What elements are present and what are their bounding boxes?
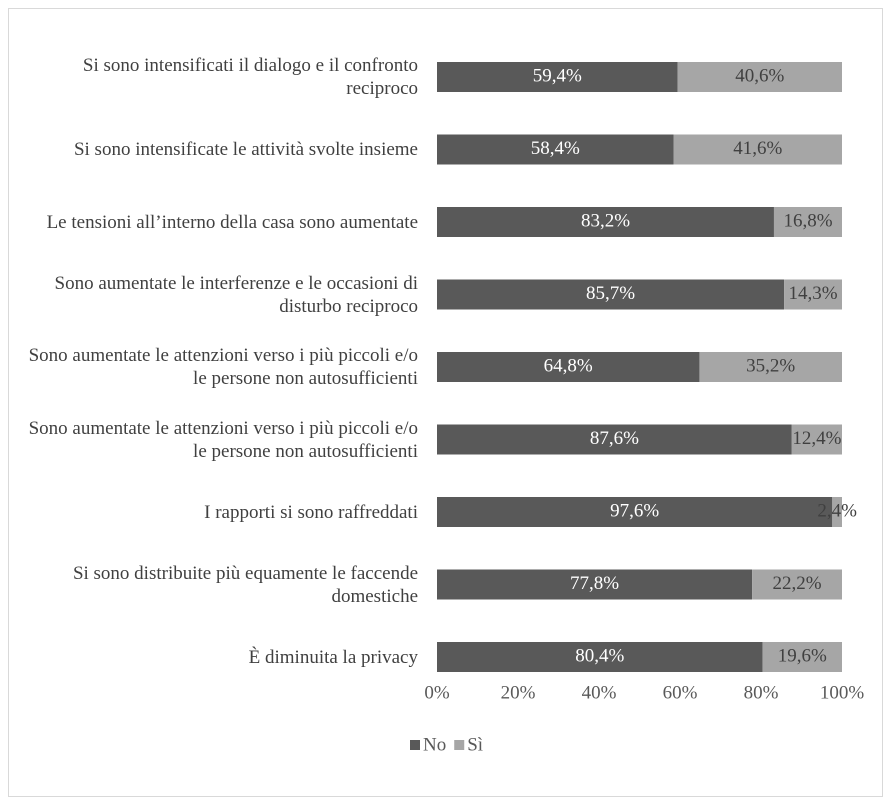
bar-segment (437, 207, 774, 237)
category-label: Sono aumentate le interferenze e le occa… (54, 272, 418, 317)
category-label: Si sono distribuite più equamente le fac… (72, 562, 418, 607)
value-label: 41,6% (733, 138, 782, 159)
category-label: Sono aumentate le attenzioni verso i più… (28, 417, 418, 462)
value-label: 64,8% (544, 355, 593, 376)
bar-segment (437, 352, 700, 382)
bar-segment (437, 62, 678, 92)
bar-segment (791, 424, 842, 455)
bar-segment (762, 642, 842, 672)
x-tick-label: 80% (744, 682, 779, 703)
value-label: 83,2% (581, 210, 630, 231)
category-label: Si sono intensificati il dialogo e il co… (82, 55, 418, 99)
value-label: 2,4% (817, 500, 857, 521)
x-tick-label: 0% (424, 682, 450, 703)
value-label: 22,2% (773, 573, 822, 594)
legend-label: Sì (467, 734, 483, 755)
bar-segment (673, 134, 842, 165)
bar-segment (437, 569, 753, 600)
value-label: 40,6% (735, 65, 784, 86)
value-label: 80,4% (575, 645, 624, 666)
bar-segment (437, 497, 833, 527)
bar-segment (784, 279, 842, 310)
category-label: È diminuita la privacy (248, 646, 418, 668)
legend-swatch (454, 740, 465, 750)
bar-segment (677, 62, 842, 92)
bar-segment (699, 352, 842, 382)
bar-segment (773, 207, 842, 237)
value-label: 58,4% (531, 138, 580, 159)
bar-segment (437, 424, 792, 455)
legend-label: No (423, 734, 446, 755)
category-label: I rapporti si sono raffreddati (204, 501, 418, 523)
bar-segment (437, 279, 785, 310)
x-tick-label: 20% (501, 682, 536, 703)
value-label: 14,3% (789, 283, 838, 304)
value-label: 87,6% (590, 428, 639, 449)
category-label: Le tensioni all’interno della casa sono … (46, 211, 418, 233)
value-label: 19,6% (778, 645, 827, 666)
x-tick-label: 100% (820, 682, 865, 703)
x-tick-label: 40% (582, 682, 617, 703)
bar-segment (437, 134, 674, 165)
value-label: 77,8% (570, 573, 619, 594)
bar-segment (437, 642, 763, 672)
value-label: 85,7% (586, 283, 635, 304)
value-label: 35,2% (746, 355, 795, 376)
value-label: 97,6% (610, 500, 659, 521)
category-label: Si sono intensificate le attività svolte… (73, 139, 418, 160)
value-label: 12,4% (792, 428, 841, 449)
x-tick-label: 60% (663, 682, 698, 703)
value-label: 59,4% (533, 65, 582, 86)
bar-segment (752, 569, 842, 600)
legend-swatch (410, 740, 420, 750)
category-label: Sono aumentate le attenzioni verso i più… (28, 345, 418, 389)
value-label: 16,8% (783, 210, 832, 231)
bar-segment (832, 497, 842, 527)
